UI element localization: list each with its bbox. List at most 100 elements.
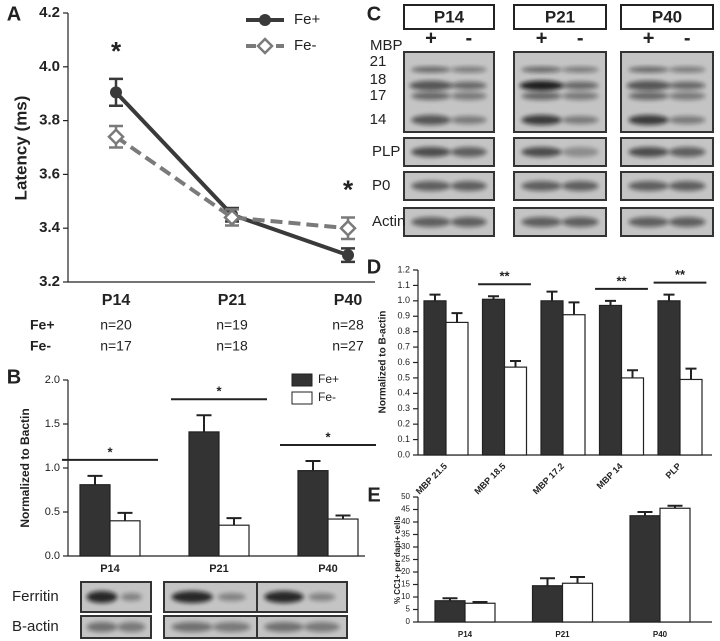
bar [423,300,447,456]
blot-band [668,66,706,73]
lane-label: + [643,27,655,49]
y-tick-label: 0.4 [397,388,410,398]
legend-label: Fe- [294,37,317,54]
error-bar [510,359,521,368]
blot-band [86,622,118,632]
row-label: Actin [372,213,405,230]
marker-label: 18 [370,71,387,88]
x-tick-label: MBP 14 [595,461,625,491]
y-tick-label: 3.8 [39,112,60,129]
panel-letter: B [7,366,21,388]
error-bar [685,367,697,380]
error-bar [87,474,103,485]
y-tick-label: 1.5 [45,418,60,430]
blot-band [668,181,706,191]
blot-band [521,181,562,191]
y-axis-label: Latency (ms) [11,96,30,201]
y-tick-label: 15 [401,580,410,589]
bar [79,484,111,557]
bar [531,585,564,623]
group-box [620,4,714,30]
y-tick-label: 0.5 [397,372,410,382]
row-label: PLP [372,143,400,160]
y-tick-label: 0.5 [45,506,60,518]
error-bar [570,576,585,584]
table-row-label: Fe+ [30,317,55,333]
y-tick-label: 0.8 [397,326,410,336]
blot-band [521,147,562,157]
point [107,127,125,146]
y-tick-label: 1.0 [397,295,410,305]
blot-band [411,181,451,191]
y-tick-label: 0.0 [45,550,60,562]
group-box [513,4,607,30]
error-bar [605,299,616,306]
blot-band [411,92,451,100]
group-box [403,4,495,30]
bar [561,582,594,623]
blot-band [668,217,706,227]
y-axis-label: Normalized to Bactin [18,408,32,527]
lane-label: - [577,27,584,49]
blot-band [628,147,669,157]
blot-band [628,66,669,73]
line [114,90,349,257]
x-tick-label: P14 [458,630,473,639]
y-tick-label: 0.9 [397,311,410,321]
blot-band [561,66,599,73]
y-tick-label: 2.0 [45,374,60,386]
x-tick-label: P40 [334,292,363,309]
blot-band [217,593,246,601]
line [114,135,349,231]
blot-band [409,80,453,91]
blot-band [120,593,142,601]
legend-label: Fe+ [294,11,321,28]
y-tick-label: 4.2 [39,4,60,21]
blot-band [308,593,336,601]
significance: * [343,174,354,204]
y-tick-label: 0 [406,617,411,626]
y-tick-label: 45 [401,505,410,514]
bar [503,366,528,456]
blot-band [561,181,599,191]
blot-band [450,92,487,100]
row-label: P0 [372,177,390,194]
blot-band [521,92,562,100]
blot-band [521,217,562,227]
error-bar [540,577,555,586]
table-cell: n=18 [216,338,248,354]
lane-label: - [684,27,691,49]
blot-band [628,92,669,100]
y-tick-label: 3.2 [39,273,60,290]
marker-label: 17 [370,87,387,104]
blot-band [561,116,599,124]
bar [562,314,586,456]
y-tick-label: 50 [401,492,410,501]
error-bar [627,369,638,378]
x-tick-label: P40 [653,630,668,639]
bar [218,524,250,557]
bar [679,378,703,456]
point [339,219,357,237]
blot-band [668,147,706,157]
y-tick-label: 3.6 [39,165,60,182]
blot-band [668,92,706,100]
y-tick-label: 0.2 [397,419,410,429]
blot-band [303,622,340,632]
significance: * [107,444,113,459]
y-tick-label: 4.0 [39,58,60,75]
x-tick-label: P21 [209,563,229,575]
x-tick-label: MBP 17.2 [531,461,566,496]
significance: * [111,36,122,66]
y-tick-label: 40 [401,517,410,526]
blot-band [450,81,487,90]
table-row-label: Fe- [30,338,51,354]
bar [327,518,359,557]
legend-swatch [291,391,313,405]
y-tick-label: 0.7 [397,341,410,351]
blot-label: Ferritin [12,588,59,605]
bar [657,300,681,456]
bar [598,304,623,456]
x-tick-label: P14 [100,563,120,575]
